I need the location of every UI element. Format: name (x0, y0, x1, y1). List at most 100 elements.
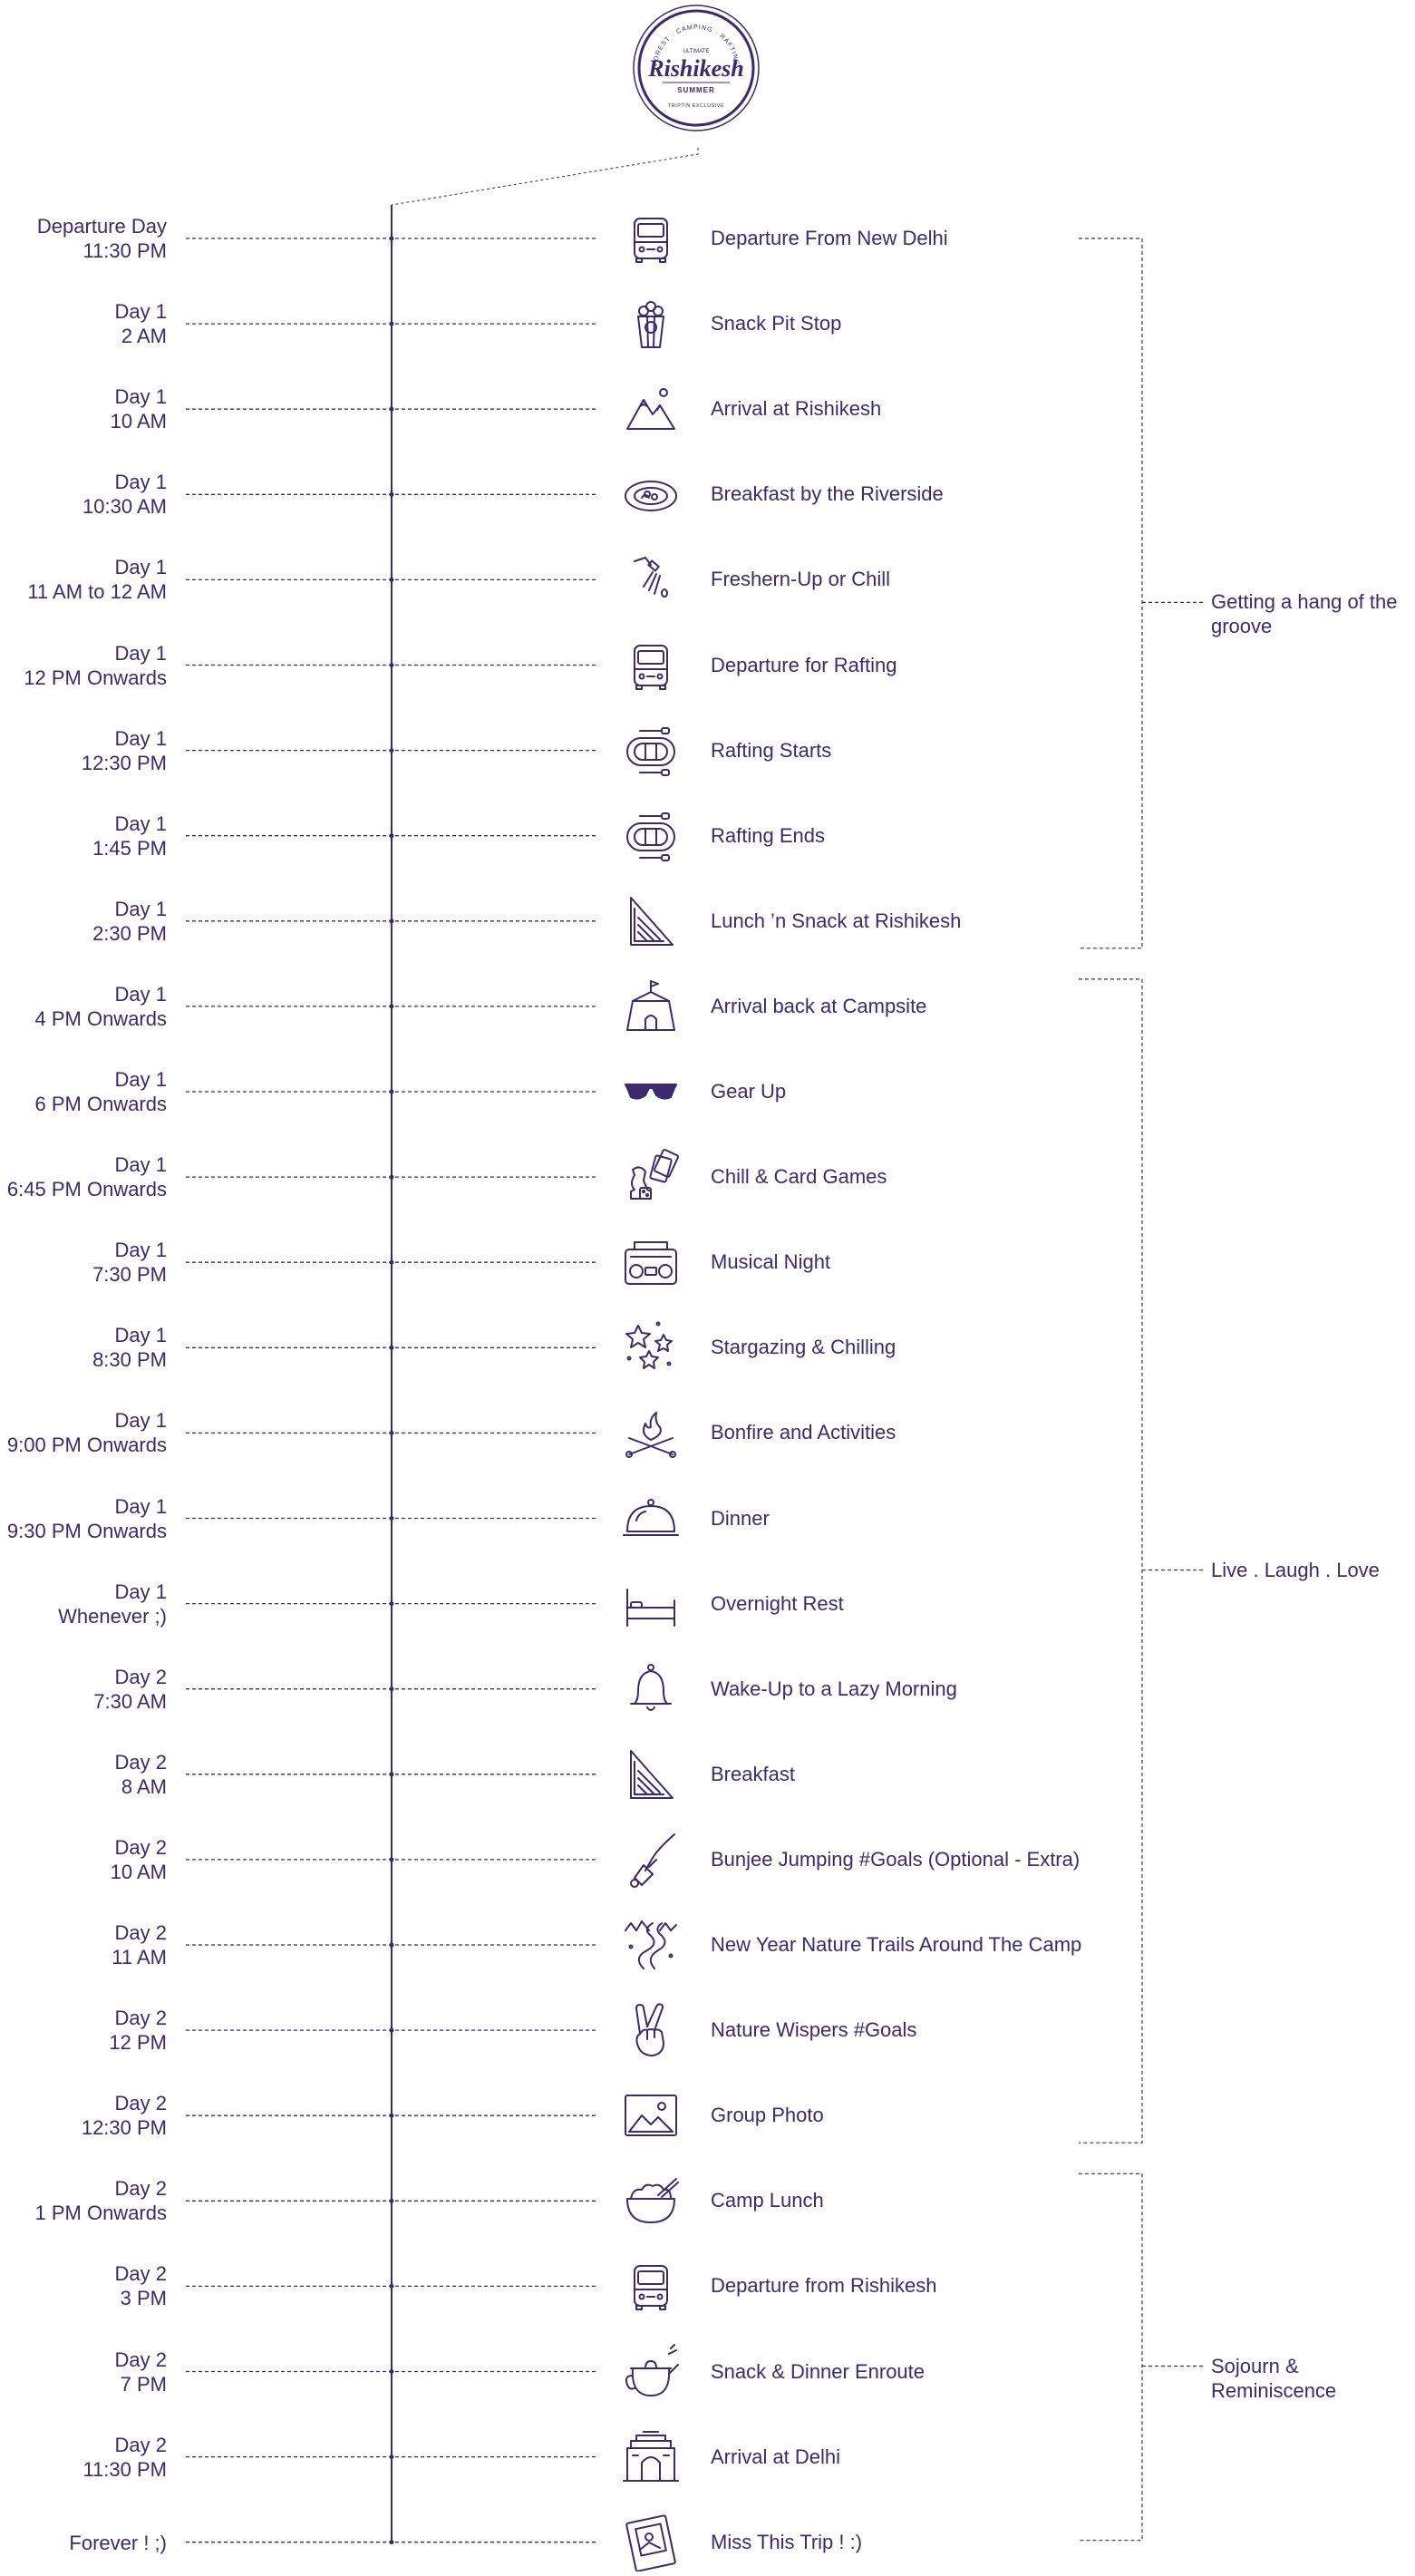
timeline-hour: 2 AM (121, 325, 167, 348)
timeline-dot (389, 1942, 394, 1948)
sandwich-icon (622, 892, 680, 950)
timeline-day: Day 2 (114, 1750, 167, 1774)
activity-label: Gear Up (711, 1080, 787, 1103)
timeline-day: Day 1 (114, 1494, 167, 1518)
timeline-time: Day 1 12 PM Onwards (0, 641, 167, 690)
logo-season: SUMMER (677, 86, 715, 94)
timeline-hour: 12:30 PM (81, 751, 167, 774)
timeline-day: Day 2 (114, 1835, 167, 1859)
activity-label: Camp Lunch (711, 2189, 824, 2212)
activity-label: Stargazing & Chilling (711, 1336, 896, 1359)
activity-label: Arrival at Rishikesh (711, 397, 882, 421)
timeline-dot (389, 1601, 394, 1607)
timeline-dot (389, 1004, 394, 1009)
timeline-hour: 8 AM (121, 1774, 167, 1798)
van-icon (622, 637, 680, 695)
activity-label: Snack & Dinner Enroute (711, 2359, 926, 2383)
timeline-hour: 7 PM (120, 2372, 167, 2396)
activity-label: Arrival back at Campsite (711, 994, 927, 1017)
timeline-time: Day 1 11 AM to 12 AM (0, 555, 167, 604)
timeline-time: Day 2 12:30 PM (0, 2091, 167, 2140)
timeline-hour: 11 AM to 12 AM (27, 580, 167, 604)
timeline-dot (389, 2369, 394, 2374)
timeline-hour: 1:45 PM (92, 836, 167, 860)
van-icon (622, 2257, 680, 2315)
timeline-time: Day 2 12 PM (0, 2006, 167, 2055)
timeline-time: Forever ! ;) (0, 2531, 167, 2555)
timeline-dot (389, 1772, 394, 1777)
timeline-dot (389, 1516, 394, 1521)
timeline-hour: 8:30 PM (92, 1348, 167, 1372)
cloche-icon (622, 1490, 680, 1548)
activity-label: New Year Nature Trails Around The Camp (711, 1933, 1082, 1956)
activity-label: Overnight Rest (711, 1591, 844, 1615)
timeline-dot (389, 748, 394, 753)
activity-label: Rafting Starts (711, 738, 832, 762)
shower-icon (622, 550, 680, 608)
timeline-day: Day 1 (114, 982, 167, 1006)
logo-bottom-text: TRIPTIN EXCLUSIVE (668, 103, 724, 109)
timeline-dot (389, 406, 394, 412)
raft-icon (622, 722, 680, 780)
activity-label: Snack Pit Stop (711, 312, 842, 335)
timeline-time: Day 1 6:45 PM Onwards (0, 1152, 167, 1201)
timeline-day: Day 1 (114, 726, 167, 750)
group-label: Getting a hang of the groove (1211, 590, 1398, 638)
timeline-day: Day 1 (114, 385, 167, 409)
india-gate-icon (622, 2428, 680, 2486)
activity-label: Musical Night (711, 1250, 831, 1274)
timeline-day: Day 1 (114, 300, 167, 324)
logo-small-text: ULTIMATE (683, 49, 710, 54)
stars-icon (622, 1318, 680, 1376)
activity-label: Bunjee Jumping #Goals (Optional - Extra) (711, 1847, 1081, 1871)
timeline-dot (389, 2113, 394, 2118)
timeline-time: Day 1 7:30 PM (0, 1238, 167, 1287)
timeline-dot (389, 321, 394, 326)
timeline-hour: 3 PM (120, 2287, 167, 2310)
timeline-day: Day 2 (114, 2433, 167, 2456)
activity-label: Rafting Ends (711, 823, 825, 847)
boombox-icon (622, 1233, 680, 1291)
sandwich-icon (622, 1745, 680, 1803)
photo-icon (622, 2086, 680, 2144)
timeline-dot (389, 236, 394, 241)
timeline-hour: 7:30 PM (92, 1263, 167, 1287)
timeline-hour: 12:30 PM (81, 2116, 167, 2140)
timeline-time: Day 1 10 AM (0, 384, 167, 433)
group-label: Live . Laugh . Love (1211, 1558, 1380, 1581)
timeline-dot (389, 2198, 394, 2203)
sunglasses-icon (622, 1063, 680, 1121)
timeline-hour: 12 PM (109, 2031, 167, 2055)
activity-label: Group Photo (711, 2104, 824, 2127)
timeline-dot (389, 1089, 394, 1094)
bonfire-icon (622, 1404, 680, 1462)
bowl-icon (622, 2172, 680, 2230)
activity-label: Chill & Card Games (711, 1165, 887, 1189)
bell-icon (622, 1660, 680, 1718)
activity-label: Miss This Trip ! :) (711, 2530, 863, 2553)
timeline-time: Day 2 11 AM (0, 1920, 167, 1969)
bed-icon (622, 1575, 680, 1633)
activity-label: Departure from Rishikesh (711, 2274, 937, 2298)
timeline-day: Day 2 (114, 1665, 167, 1688)
activity-label: Departure for Rafting (711, 653, 897, 676)
activity-label: Breakfast (711, 1762, 795, 1785)
timeline-dot (389, 1687, 394, 1692)
activity-label: Dinner (711, 1506, 770, 1530)
timeline-hour: 1 PM Onwards (34, 2202, 168, 2225)
timeline-time: Day 1 9:30 PM Onwards (0, 1494, 167, 1543)
activity-label: Lunch ’n Snack at Rishikesh (711, 909, 962, 932)
timeline-hour: 11:30 PM (82, 2457, 167, 2481)
peace-hand-icon (622, 2001, 680, 2059)
timeline-time: Day 1 1:45 PM (0, 812, 167, 860)
timeline-day: Day 1 (114, 471, 167, 494)
timeline-dot (389, 2540, 394, 2545)
timeline-hour: 6 PM Onwards (34, 1093, 168, 1115)
timeline-dot (389, 1345, 394, 1350)
